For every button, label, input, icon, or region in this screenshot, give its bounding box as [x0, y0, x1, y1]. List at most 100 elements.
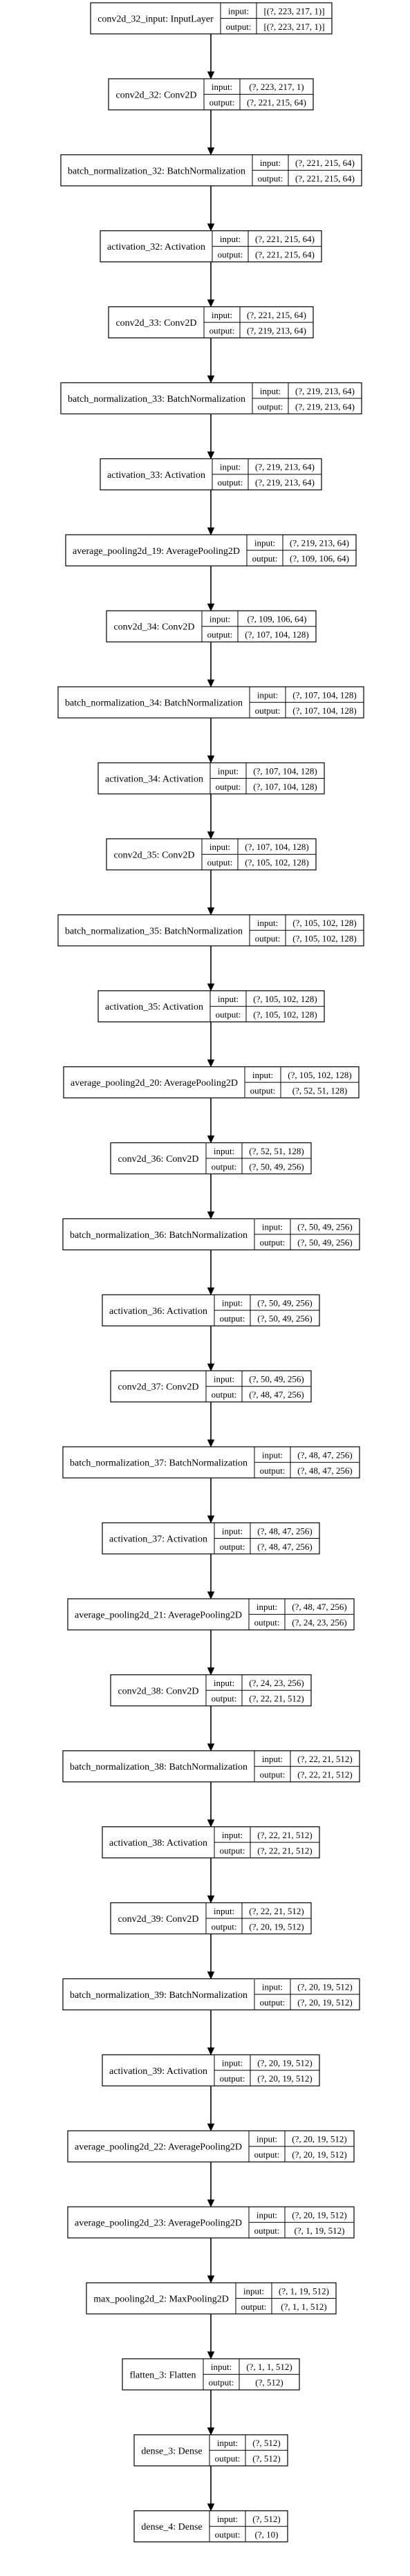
output-shape: (?, 107, 104, 128)	[253, 781, 317, 792]
output-shape: (?, 24, 23, 256)	[292, 1618, 346, 1628]
arrowhead	[207, 223, 215, 232]
output-shape: (?, 219, 213, 64)	[295, 401, 355, 411]
input-label: input:	[262, 1982, 283, 1992]
output-label: output:	[255, 934, 281, 944]
arrowhead	[207, 603, 215, 611]
layer-name: conv2d_34: Conv2D	[113, 622, 194, 633]
input-label: input:	[262, 1449, 283, 1460]
output-label: output:	[226, 21, 252, 32]
layer-name: conv2d_32_input: InputLayer	[97, 15, 214, 25]
output-label: output:	[220, 1845, 245, 1855]
output-label: output:	[260, 1997, 286, 2008]
arrowhead	[207, 1211, 215, 1220]
arrowhead	[207, 983, 215, 992]
layer-name: activation_33: Activation	[107, 470, 205, 481]
output-shape: (?, 20, 19, 512)	[249, 1921, 304, 1931]
output-label: output:	[255, 705, 281, 716]
input-label: input:	[222, 1830, 243, 1840]
output-label: output:	[254, 2149, 280, 2160]
arrowhead	[207, 907, 215, 916]
layer-name: batch_normalization_32: BatchNormalizati…	[68, 166, 245, 176]
layer-name: conv2d_38: Conv2D	[118, 1686, 198, 1696]
input-shape: (?, 512)	[252, 2514, 280, 2524]
output-shape: (?, 22, 21, 512)	[249, 1694, 304, 1704]
arrowhead	[207, 1059, 215, 1068]
output-label: output:	[212, 1694, 237, 1704]
input-shape: (?, 48, 47, 256)	[257, 1526, 312, 1536]
arrowhead	[207, 755, 215, 763]
layer-name: conv2d_39: Conv2D	[118, 1914, 198, 1925]
arrowhead	[207, 2351, 215, 2360]
layer-name: activation_34: Activation	[105, 775, 203, 785]
input-shape: (?, 22, 21, 512)	[249, 1906, 304, 1916]
arrowhead	[207, 1667, 215, 1676]
arrowhead	[207, 2503, 215, 2512]
layer-name: batch_normalization_39: BatchNormalizati…	[70, 1990, 248, 2001]
input-shape: (?, 221, 215, 64)	[247, 310, 306, 320]
input-label: input:	[222, 1298, 243, 1308]
layer-name: dense_4: Dense	[141, 2522, 202, 2532]
layer-node: batch_normalization_32: BatchNormalizati…	[60, 154, 362, 187]
input-label: input:	[212, 82, 232, 92]
input-label: input:	[260, 158, 281, 168]
input-label: input:	[220, 462, 241, 472]
layer-node: batch_normalization_39: BatchNormalizati…	[62, 1978, 360, 2010]
output-shape: (?, 10)	[255, 2529, 279, 2539]
input-label: input:	[257, 2209, 277, 2220]
output-label: output:	[207, 629, 233, 640]
layer-node: batch_normalization_33: BatchNormalizati…	[60, 382, 362, 415]
input-shape: (?, 48, 47, 256)	[297, 1449, 352, 1460]
layer-node: conv2d_35: Conv2D input: output: (?, 107, 1…	[106, 838, 317, 871]
input-label: input:	[214, 1373, 234, 1384]
input-label: input:	[262, 1222, 283, 1232]
output-label: output:	[252, 553, 278, 564]
output-shape: (?, 48, 47, 256)	[249, 1389, 304, 1400]
input-label: input:	[257, 918, 278, 928]
input-label: input:	[214, 1906, 234, 1916]
input-shape: (?, 52, 51, 128)	[249, 1146, 304, 1156]
input-shape: (?, 105, 102, 128)	[292, 918, 356, 928]
output-shape: (?, 20, 19, 512)	[257, 2073, 312, 2084]
arrowhead	[207, 527, 215, 535]
output-shape: (?, 107, 104, 128)	[245, 629, 308, 640]
input-label: input:	[257, 689, 278, 700]
layer-name: average_pooling2d_22: AveragePooling2D	[75, 2142, 242, 2153]
input-label: input:	[222, 1526, 243, 1536]
input-shape: (?, 20, 19, 512)	[292, 2209, 346, 2220]
layer-node: conv2d_34: Conv2D input: output: (?, 109, 1…	[106, 610, 317, 642]
input-shape: (?, 512)	[252, 2438, 280, 2448]
layer-name: activation_35: Activation	[105, 1002, 203, 1012]
layer-name: batch_normalization_34: BatchNormalizati…	[65, 698, 243, 709]
output-label: output:	[215, 2529, 241, 2539]
layer-node: activation_38: Activation input: output: (?…	[102, 1826, 320, 1859]
layer-name: conv2d_33: Conv2D	[115, 318, 196, 328]
layer-name: average_pooling2d_20: AveragePooling2D	[71, 1078, 238, 1088]
layer-node: conv2d_36: Conv2D input: output: (?, 52, 51…	[110, 1142, 312, 1175]
input-shape: (?, 20, 19, 512)	[297, 1982, 352, 1992]
arrowhead	[207, 2123, 215, 2131]
layer-nodes: conv2d_32_input: InputLayer input: output:…	[57, 2, 364, 2543]
output-shape: (?, 1, 19, 512)	[295, 2225, 345, 2236]
input-shape: (?, 105, 102, 128)	[253, 994, 317, 1004]
output-shape: (?, 22, 21, 512)	[297, 1769, 352, 1779]
input-shape: (?, 223, 217, 1)	[249, 82, 304, 92]
edges	[207, 34, 215, 2512]
input-label: input:	[212, 310, 232, 320]
output-shape: (?, 512)	[255, 2378, 283, 2388]
input-shape: (?, 22, 21, 512)	[257, 1830, 312, 1840]
input-shape: (?, 107, 104, 128)	[245, 842, 308, 852]
output-shape: (?, 22, 21, 512)	[257, 1845, 312, 1855]
input-label: input:	[222, 2058, 243, 2068]
layer-node: average_pooling2d_21: AveragePooling2D in…	[67, 1598, 355, 1631]
arrowhead	[207, 1896, 215, 1904]
arrowhead	[207, 376, 215, 384]
input-label: input:	[214, 1678, 234, 1688]
layer-node: activation_37: Activation input: output: (?…	[102, 1522, 320, 1555]
layer-node: activation_34: Activation input: output: (?…	[97, 762, 325, 795]
output-label: output:	[212, 1161, 237, 1171]
arrowhead	[207, 71, 215, 80]
output-label: output:	[220, 1313, 245, 1324]
input-shape: [(?, 223, 217, 1)]	[263, 6, 324, 16]
layer-node: average_pooling2d_23: AveragePooling2D in…	[67, 2206, 355, 2239]
